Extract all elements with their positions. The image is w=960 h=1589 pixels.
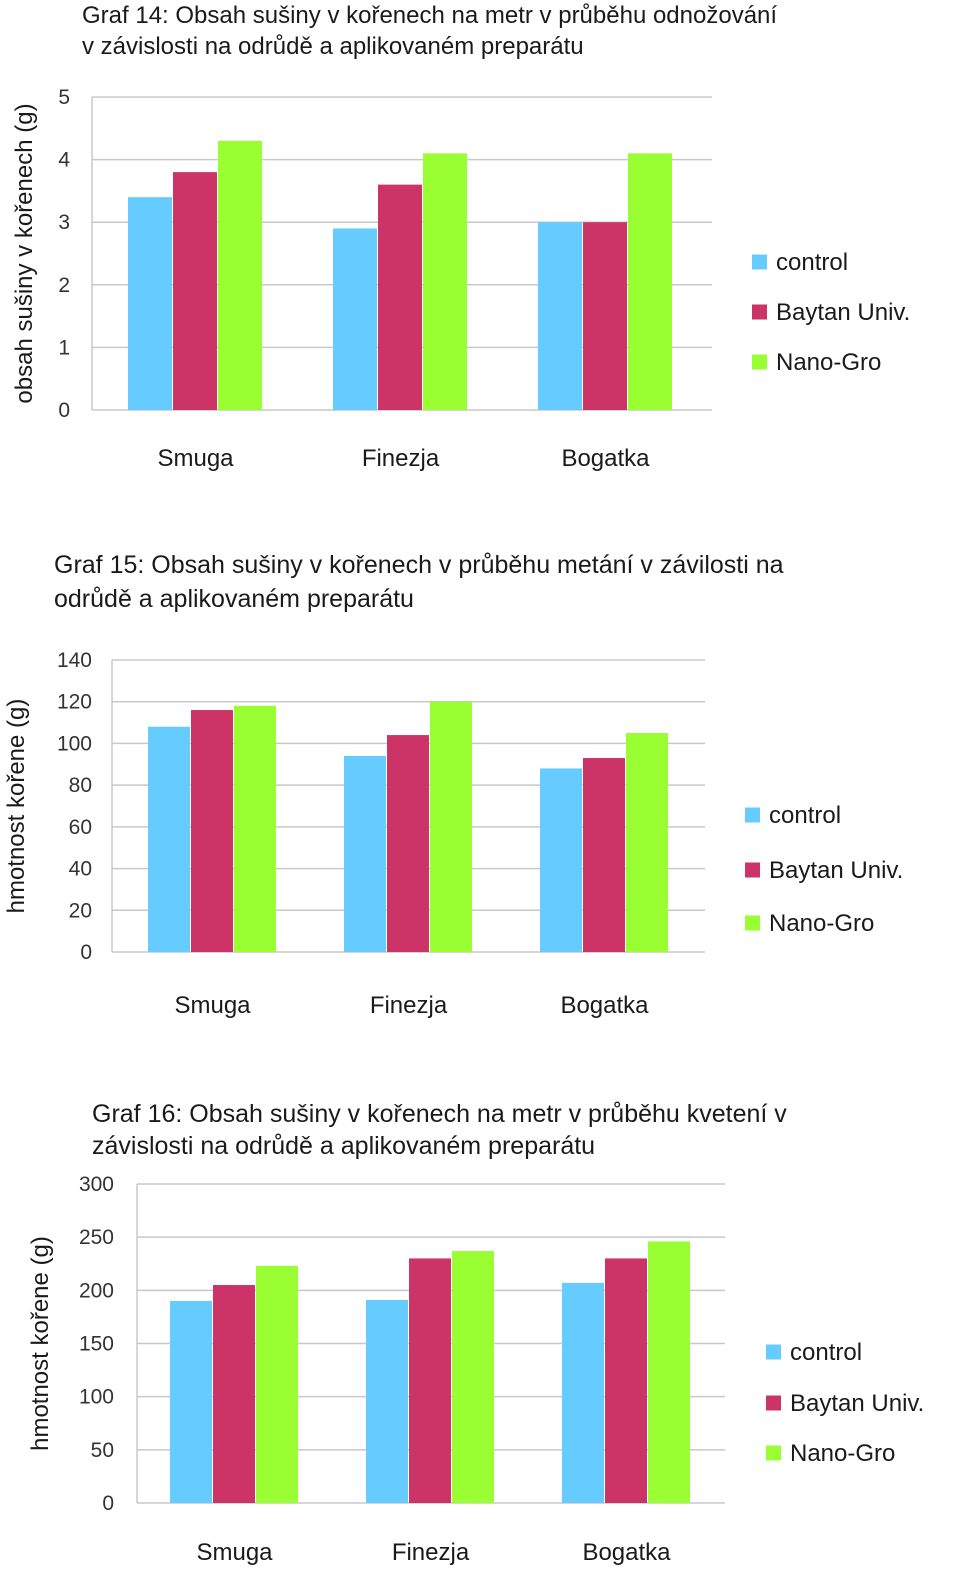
bar-chart-svg: 0 50 100 150 200 250 300 Smuga Finezja Bogatka hmo…	[27, 1173, 924, 1566]
y-tick-label: 2	[58, 274, 70, 297]
category-label: Smuga	[157, 445, 234, 472]
category-label: Bogatka	[560, 992, 649, 1019]
chart-title-line-2: v závislosti na odrůdě a aplikovaném pre…	[82, 33, 584, 60]
bar	[170, 1300, 212, 1503]
chart-title-line-1: Graf 14: Obsah sušiny v kořenech na metr…	[82, 2, 778, 29]
y-tick-label: 0	[58, 399, 70, 422]
legend-swatch	[745, 862, 760, 878]
bar	[562, 1282, 604, 1503]
bar	[333, 228, 377, 410]
y-tick-label: 100	[79, 1386, 114, 1409]
bar	[628, 153, 672, 410]
bar	[430, 701, 472, 952]
bar	[583, 222, 627, 410]
y-axis-title: hmotnost kořene (g)	[3, 699, 30, 914]
category-label: Bogatka	[561, 445, 650, 472]
legend-swatch	[745, 915, 760, 931]
y-tick-label: 5	[58, 86, 70, 109]
legend-label: control	[776, 249, 848, 276]
y-tick-label: 140	[57, 649, 92, 672]
legend-label: Baytan Univ.	[776, 299, 910, 326]
bar	[409, 1258, 451, 1503]
bar-chart-svg: 0 1 2 3 4 5 Smuga Finezja Bogatka obsah sušiny v …	[11, 86, 910, 472]
bar	[605, 1258, 647, 1503]
chart-title-line-2: závislosti na odrůdě a aplikovaném prepa…	[92, 1132, 596, 1160]
y-tick-label: 40	[69, 858, 92, 881]
bar	[538, 222, 582, 410]
chart-title: Graf 16: Obsah sušiny v kořenech na metr…	[92, 1098, 787, 1162]
chart-graf-14: Graf 14: Obsah sušiny v kořenech na metr…	[0, 0, 960, 500]
y-tick-label: 80	[69, 774, 92, 797]
legend-swatch	[766, 1445, 781, 1461]
y-tick-label: 250	[79, 1226, 114, 1249]
bar	[452, 1250, 494, 1503]
legend-label: Nano-Gro	[790, 1440, 895, 1467]
bar	[128, 197, 172, 410]
y-tick-label: 120	[57, 691, 92, 714]
y-tick-label: 200	[79, 1279, 114, 1302]
legend-label: Nano-Gro	[769, 910, 874, 937]
y-tick-label: 3	[58, 211, 70, 234]
bar	[423, 153, 467, 410]
y-tick-label: 50	[91, 1439, 114, 1462]
bar	[540, 768, 582, 952]
bar	[148, 726, 190, 952]
bar	[626, 733, 668, 952]
category-label: Smuga	[196, 1539, 273, 1566]
legend-label: Baytan Univ.	[769, 857, 903, 884]
chart-graf-16: Graf 16: Obsah sušiny v kořenech na metr…	[0, 1090, 960, 1589]
bar	[234, 705, 276, 952]
y-tick-label: 150	[79, 1333, 114, 1356]
y-tick-label: 1	[58, 336, 70, 359]
bar	[213, 1285, 255, 1503]
bar	[218, 140, 262, 410]
chart-graf-15: Graf 15: Obsah sušiny v kořenech v průbě…	[0, 540, 960, 1060]
chart-title: Graf 14: Obsah sušiny v kořenech na metr…	[82, 0, 777, 62]
category-label: Bogatka	[582, 1539, 671, 1566]
bar	[173, 172, 217, 410]
category-label: Finezja	[370, 992, 448, 1019]
legend-label: Nano-Gro	[776, 349, 881, 376]
bar	[648, 1241, 690, 1503]
legend-label: control	[790, 1339, 862, 1366]
bar	[256, 1265, 298, 1503]
bar	[366, 1299, 408, 1503]
legend-swatch	[752, 354, 767, 370]
y-tick-label: 100	[57, 732, 92, 755]
bar	[378, 184, 422, 410]
category-label: Finezja	[392, 1539, 470, 1566]
legend-swatch	[766, 1344, 781, 1360]
bar-chart-svg: 0 20 40 60 80 100 120 140 Smuga Finezja Bogatka hmo…	[3, 649, 903, 1019]
legend-swatch	[745, 807, 760, 823]
bar	[344, 755, 386, 952]
y-axis-title: obsah sušiny v kořenech (g)	[11, 103, 38, 403]
category-label: Finezja	[362, 445, 440, 472]
y-tick-label: 20	[69, 899, 92, 922]
y-tick-label: 0	[102, 1492, 114, 1515]
y-tick-label: 0	[80, 941, 92, 964]
y-tick-label: 4	[58, 149, 70, 172]
bar	[191, 710, 233, 952]
chart-title-line-2: odrůdě a aplikovaném preparátu	[54, 585, 414, 613]
legend-label: Baytan Univ.	[790, 1390, 924, 1417]
category-label: Smuga	[174, 992, 251, 1019]
y-tick-label: 300	[79, 1173, 114, 1196]
bar	[583, 758, 625, 952]
bar	[387, 735, 429, 952]
legend-swatch	[752, 254, 767, 270]
legend-swatch	[752, 304, 767, 320]
legend-swatch	[766, 1395, 781, 1411]
chart-title-line-1: Graf 16: Obsah sušiny v kořenech na metr…	[92, 1100, 787, 1128]
chart-title: Graf 15: Obsah sušiny v kořenech v průbě…	[54, 548, 784, 616]
legend-label: control	[769, 802, 841, 829]
y-axis-title: hmotnost kořene (g)	[27, 1236, 54, 1451]
chart-title-line-1: Graf 15: Obsah sušiny v kořenech v průbě…	[54, 551, 784, 579]
y-tick-label: 60	[69, 816, 92, 839]
